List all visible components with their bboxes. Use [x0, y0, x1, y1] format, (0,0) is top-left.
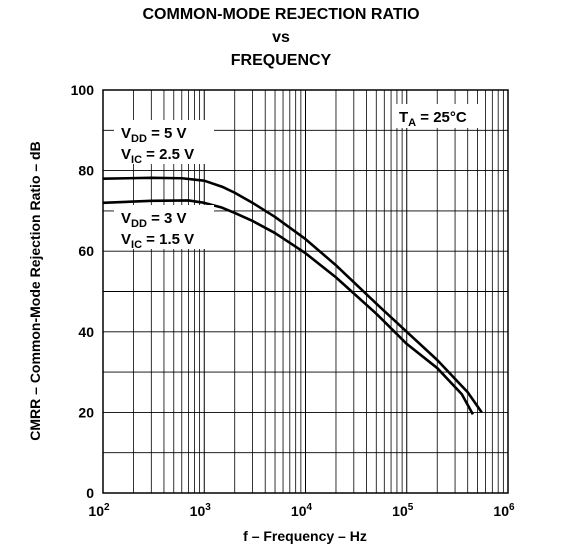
y-tick-label: 80 [78, 163, 94, 179]
y-tick-label: 60 [78, 243, 94, 259]
x-tick-label: 103 [190, 502, 212, 519]
upper-annotation-vdd: VDD = 5 V [121, 125, 187, 145]
x-tick-label: 105 [392, 502, 414, 519]
series-line-2 [102, 199, 475, 416]
y-axis-label: CMRR – Common-Mode Rejection Ratio – dB [27, 141, 43, 440]
temp-annotation: TA = 25°C [399, 109, 467, 129]
series-line-1 [102, 176, 483, 414]
upper-annotation-bg [114, 120, 214, 164]
y-tick-label: 100 [71, 82, 95, 98]
x-tick-label: 102 [88, 502, 110, 519]
x-tick-label: 106 [493, 502, 515, 519]
y-tick-label: 0 [86, 485, 94, 501]
chart-title-line-1: COMMON-MODE REJECTION RATIO [142, 6, 420, 23]
x-tick-label: 104 [291, 502, 313, 519]
lower-annotation-bg [114, 205, 214, 249]
lower-annotation-vic: VIC = 1.5 V [121, 231, 194, 251]
y-tick-label: 20 [78, 404, 94, 420]
y-tick-label: 40 [78, 324, 94, 340]
lower-annotation-vdd: VDD = 3 V [121, 210, 187, 230]
x-axis-label: f – Frequency – Hz [243, 528, 367, 544]
temp-annotation-bg [393, 104, 485, 128]
series-lines [102, 176, 483, 416]
chart-title-line-3: FREQUENCY [230, 52, 332, 69]
plot-frame [102, 89, 509, 494]
chart-title-line-2: vs [272, 29, 290, 46]
upper-annotation-vic: VIC = 2.5 V [121, 146, 194, 166]
tick-labels: 0 20 40 60 80 100 102 103 104 105 106 [71, 82, 515, 519]
